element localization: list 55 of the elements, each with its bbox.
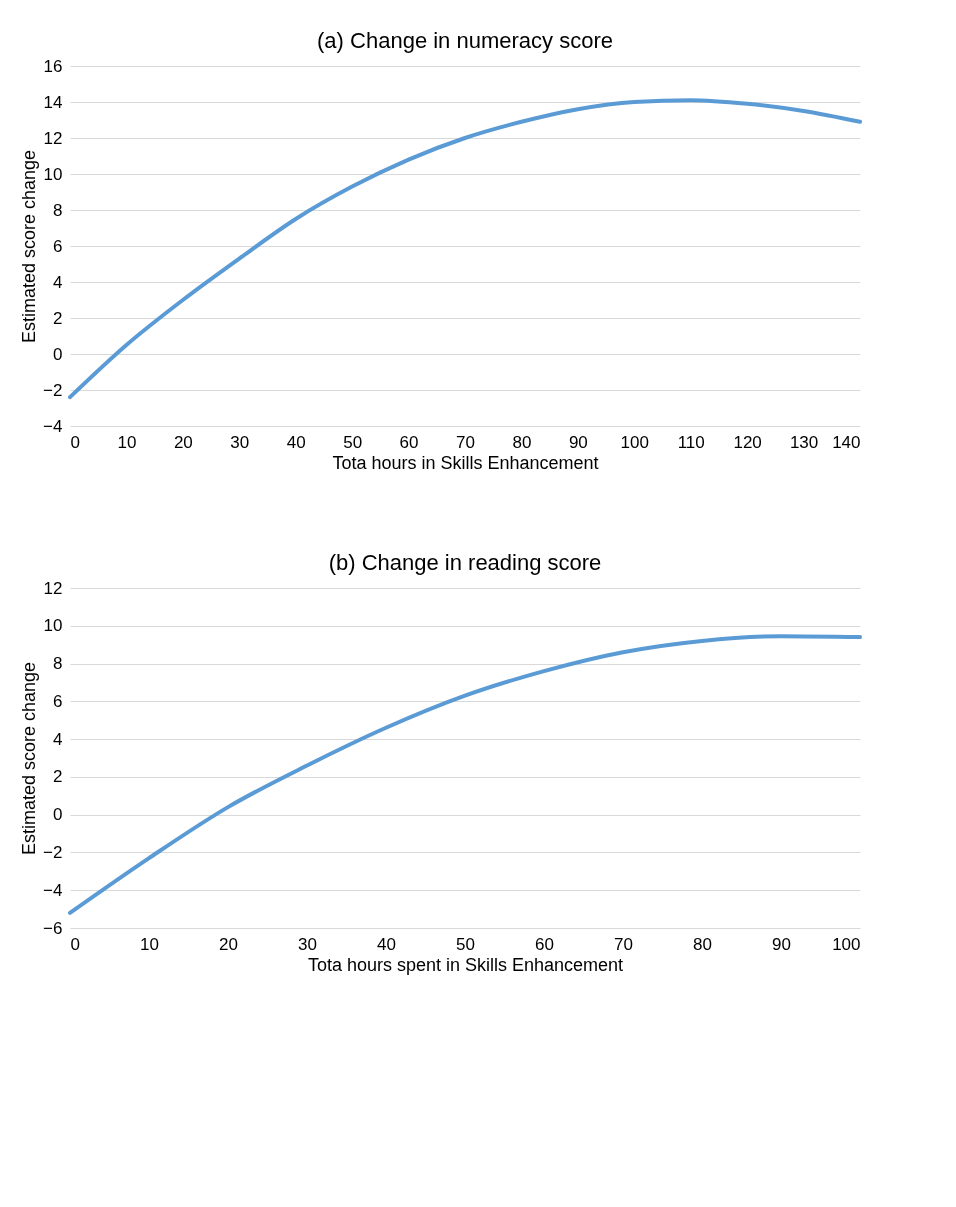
x-tick-label: 130 xyxy=(789,432,819,452)
x-tick-label: 20 xyxy=(219,934,238,954)
x-tick-label: 90 xyxy=(772,934,791,954)
x-tick-label: 10 xyxy=(117,432,137,452)
y-tick-label: −6 xyxy=(43,918,63,938)
x-tick-label: 10 xyxy=(140,934,159,954)
x-tick-label: 40 xyxy=(377,934,396,954)
x-tick-label: 90 xyxy=(568,432,588,452)
x-tick-label: 30 xyxy=(298,934,317,954)
y-tick-label: 6 xyxy=(53,691,63,711)
x-tick-label: 40 xyxy=(286,432,306,452)
y-tick-label: −2 xyxy=(43,380,63,400)
y-tick-label: 0 xyxy=(53,344,63,364)
y-tick-label: 8 xyxy=(53,654,63,674)
y-axis-title: Estimated score change xyxy=(19,149,40,344)
x-tick-label: 80 xyxy=(512,432,532,452)
x-tick-label: 140 xyxy=(832,432,861,452)
y-tick-label: 8 xyxy=(53,200,63,220)
y-tick-label: 12 xyxy=(43,578,63,598)
y-axis-title: Estimated score change xyxy=(19,661,40,856)
y-tick-label: 4 xyxy=(53,272,63,292)
y-tick-label: 0 xyxy=(53,805,63,825)
line-series xyxy=(68,634,862,915)
chart-title: (b) Change in reading score xyxy=(328,550,602,575)
x-tick-label: 0 xyxy=(70,934,80,954)
y-tick-label: 10 xyxy=(43,616,63,636)
y-tick-label: 14 xyxy=(43,92,63,112)
y-tick-label: −4 xyxy=(43,880,63,900)
x-tick-label: 70 xyxy=(456,432,475,452)
x-tick-label: 0 xyxy=(70,432,80,452)
chart-title: (a) Change in numeracy score xyxy=(317,28,613,53)
x-tick-label: 100 xyxy=(832,934,861,954)
y-tick-label: 2 xyxy=(53,767,63,787)
x-tick-label: 110 xyxy=(677,432,705,452)
x-tick-label: 20 xyxy=(173,432,193,452)
y-tick-label: 2 xyxy=(53,308,63,328)
x-tick-label: 70 xyxy=(614,934,633,954)
x-tick-label: 100 xyxy=(620,432,649,452)
x-tick-label: 120 xyxy=(733,432,762,452)
y-tick-label: 16 xyxy=(43,56,63,76)
x-tick-label: 50 xyxy=(456,934,475,954)
x-tick-label: 60 xyxy=(399,432,419,452)
x-tick-label: 30 xyxy=(230,432,250,452)
x-tick-label: 60 xyxy=(535,934,554,954)
x-axis-title: Tota hours in Skills Enhancement xyxy=(332,452,599,473)
y-tick-label: −2 xyxy=(43,842,63,862)
y-tick-label: −4 xyxy=(43,416,63,436)
x-tick-label: 50 xyxy=(343,432,363,452)
y-tick-label: 6 xyxy=(53,236,63,256)
x-axis-title: Tota hours spent in Skills Enhancement xyxy=(307,954,624,975)
line-series xyxy=(68,98,862,400)
x-tick-label: 80 xyxy=(693,934,712,954)
y-tick-label: 4 xyxy=(53,729,63,749)
y-tick-label: 10 xyxy=(43,164,63,184)
y-tick-label: 12 xyxy=(43,128,63,148)
